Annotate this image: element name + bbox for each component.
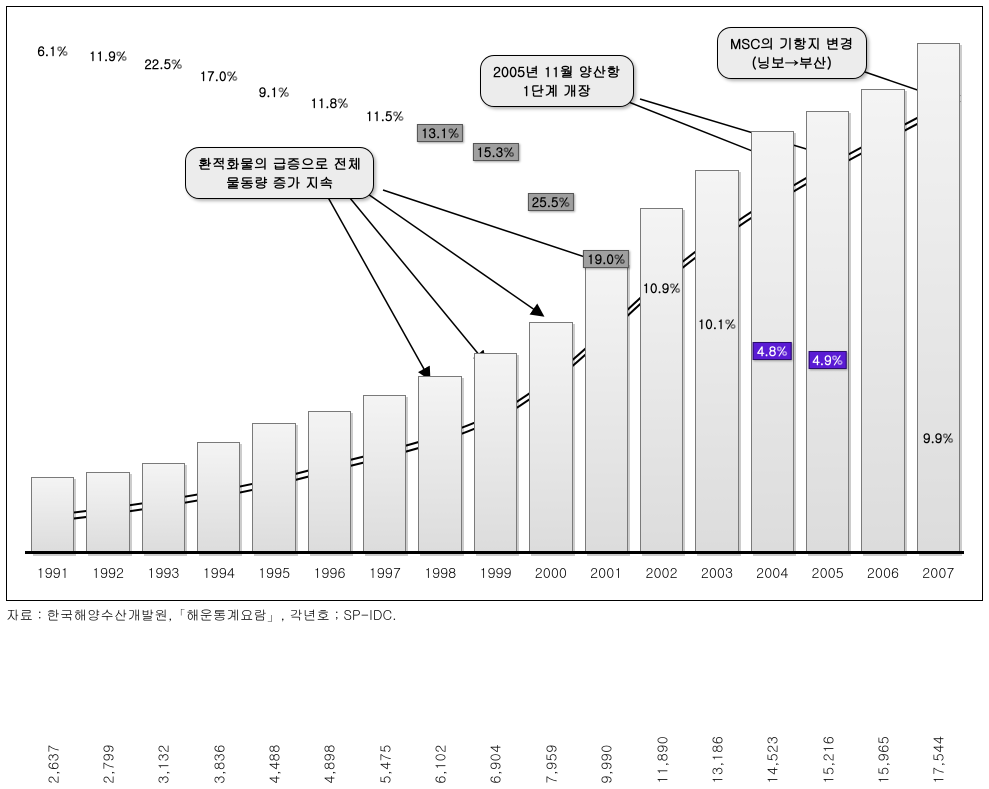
x-axis-label: 2006 [855, 562, 910, 582]
bar-value-label: 5,475 [363, 249, 406, 789]
bar-value-label: 3,836 [197, 249, 240, 789]
pct-label: 9.1% [256, 84, 293, 100]
x-axis-label: 2002 [634, 562, 689, 582]
bar-value-label: 9,990 [585, 249, 628, 789]
bar: 17,544 [917, 43, 960, 554]
x-axis-label: 1992 [80, 562, 135, 582]
bar-value-label: 7,959 [529, 249, 572, 789]
x-axis-label: 1994 [191, 562, 246, 582]
bar: 5,475 [363, 395, 406, 555]
x-axis-label: 2007 [911, 562, 966, 582]
chart-container: 2,637 2,799 3,132 3,836 4,488 4,898 5,475 6,102… [6, 6, 983, 601]
bar: 6,904 [474, 353, 517, 554]
bar-value-label: 15,216 [806, 249, 849, 789]
x-axis-label: 1999 [468, 562, 523, 582]
callout-transshipment: 환적화물의 급증으로 전체 물동량 증가 지속 [185, 147, 374, 199]
callout-line: 물동량 증가 지속 [198, 173, 361, 192]
x-axis-label: 1993 [136, 562, 191, 582]
callout-line: 환적화물의 급증으로 전체 [198, 154, 361, 173]
pct-label: 11.8% [307, 95, 351, 111]
pct-label: 10.9% [639, 280, 683, 296]
bar: 15,965 [861, 89, 904, 554]
pct-label: 17.0% [197, 68, 241, 84]
bar-value-label: 2,637 [31, 249, 74, 789]
x-axis: 1991199219931994199519961997199819992000… [25, 558, 964, 586]
pct-label: 4.9% [808, 351, 847, 369]
pct-label: 13.1% [417, 124, 463, 142]
pct-label: 11.5% [363, 108, 407, 124]
pct-label: 11.9% [86, 48, 130, 64]
x-axis-label: 1997 [357, 562, 412, 582]
x-axis-label: 1996 [302, 562, 357, 582]
bar-value-label: 6,102 [419, 249, 462, 789]
callout-line: (닝보→부산) [730, 53, 854, 72]
bar: 4,898 [308, 411, 351, 554]
bar: 3,836 [197, 442, 240, 554]
x-axis-label: 2004 [745, 562, 800, 582]
bar-value-label: 6,904 [474, 249, 517, 789]
x-axis-label: 1991 [25, 562, 80, 582]
pct-label: 6.1% [34, 43, 71, 59]
bar: 2,799 [86, 472, 129, 554]
bar: 2,637 [31, 477, 74, 554]
bar-value-label: 17,544 [917, 249, 960, 789]
bar-value-label: 14,523 [751, 249, 794, 789]
x-axis-label: 2003 [689, 562, 744, 582]
callout-line: 2005년 11월 양산항 [493, 62, 621, 81]
bar-value-label: 2,799 [86, 249, 129, 789]
pct-label: 10.1% [695, 316, 739, 332]
x-baseline [25, 551, 964, 554]
pct-label: 15.3% [472, 143, 518, 161]
callout-yangshan: 2005년 11월 양산항 1단계 개장 [480, 55, 634, 107]
bar: 15,216 [806, 111, 849, 554]
bar: 7,959 [529, 322, 572, 554]
bar: 11,890 [640, 208, 683, 554]
bar: 6,102 [418, 376, 461, 554]
callout-msc: MSC의 기항지 변경 (닝보→부산) [717, 27, 867, 79]
bar-value-label: 4,488 [252, 249, 295, 789]
pct-label: 4.8% [753, 342, 792, 360]
pct-label: 22.5% [141, 56, 185, 72]
bar: 13,186 [695, 170, 738, 554]
x-axis-label: 1995 [246, 562, 301, 582]
x-axis-label: 2000 [523, 562, 578, 582]
bar-value-label: 15,965 [861, 249, 904, 789]
x-axis-label: 1998 [412, 562, 467, 582]
bar: 9,990 [585, 263, 628, 554]
x-axis-label: 2005 [800, 562, 855, 582]
callout-line: MSC의 기항지 변경 [730, 34, 854, 53]
bar-value-label: 11,890 [640, 249, 683, 789]
callout-line: 1단계 개장 [493, 81, 621, 100]
pct-label: 9.9% [920, 430, 957, 446]
bar: 3,132 [142, 463, 185, 554]
x-axis-label: 2001 [579, 562, 634, 582]
bar-value-label: 3,132 [142, 249, 185, 789]
bar: 4,488 [252, 423, 295, 554]
pct-label: 19.0% [583, 250, 629, 268]
pct-label: 25.5% [528, 193, 574, 211]
bar-value-label: 4,898 [308, 249, 351, 789]
